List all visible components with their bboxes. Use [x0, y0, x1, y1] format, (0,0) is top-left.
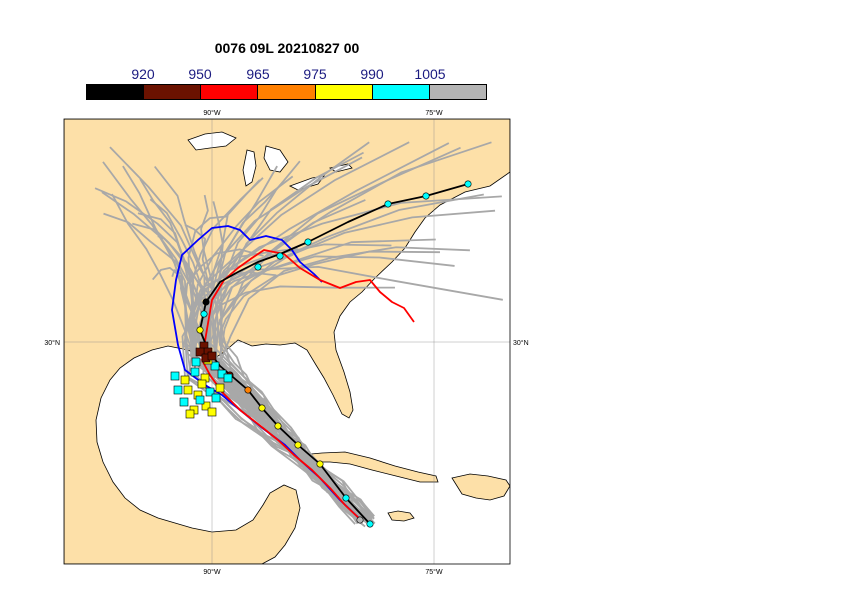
map-frame	[63, 118, 511, 565]
track-point	[294, 441, 302, 449]
ensemble-position-marker	[180, 375, 190, 385]
colorbar-label-990: 990	[360, 66, 384, 82]
land-cuba	[298, 451, 439, 483]
track-point	[366, 520, 374, 528]
land-hispaniola	[451, 473, 510, 501]
colorbar-segment	[428, 85, 486, 99]
track-start-point	[356, 516, 364, 524]
pressure-colorbar	[86, 84, 487, 100]
ensemble-position-marker	[215, 383, 225, 393]
lat-label-left-30n: 30°N	[44, 339, 60, 347]
colorbar-label-950: 950	[188, 66, 212, 82]
track-point	[316, 460, 324, 468]
landfall-marker	[195, 347, 205, 357]
chart-title: 0076 09L 20210827 00	[214, 40, 360, 56]
lon-label-top-75w: 75°W	[425, 109, 443, 117]
ensemble-position-marker	[173, 385, 183, 395]
colorbar-segment	[200, 85, 258, 99]
lake-michigan	[242, 149, 257, 187]
ensemble-track	[214, 146, 461, 525]
ensemble-position-marker	[211, 393, 221, 403]
lon-label-bottom-75w: 75°W	[425, 568, 443, 576]
colorbar-segment	[257, 85, 315, 99]
ensemble-position-marker	[205, 387, 215, 397]
lake-huron	[263, 145, 289, 173]
track-point	[274, 422, 282, 430]
colorbar-segment	[371, 85, 429, 99]
colorbar-segment	[314, 85, 372, 99]
track-point	[200, 310, 208, 318]
colorbar-label-920: 920	[131, 66, 155, 82]
lon-label-bottom-90w: 90°W	[203, 568, 221, 576]
ensemble-position-marker	[201, 401, 211, 411]
ensemble-position-marker	[183, 385, 193, 395]
landfall-marker	[207, 351, 217, 361]
track-point	[244, 386, 252, 394]
ensemble-position-marker	[185, 409, 195, 419]
lat-label-right-30n: 30°N	[513, 339, 529, 347]
track-point	[196, 326, 204, 334]
ensemble-position-marker	[195, 395, 205, 405]
ensemble-track	[109, 146, 363, 516]
track-point	[304, 238, 312, 246]
track-point	[464, 180, 472, 188]
ensemble-position-marker	[210, 361, 220, 371]
ensemble-position-marker	[170, 371, 180, 381]
track-point	[422, 192, 430, 200]
lon-label-top-90w: 90°W	[203, 109, 221, 117]
track-point	[254, 263, 262, 271]
track-point	[202, 298, 210, 306]
ensemble-track	[209, 255, 455, 517]
ensemble-position-marker	[223, 373, 233, 383]
ensemble-position-marker	[197, 379, 207, 389]
blue-track	[171, 225, 363, 522]
land-jamaica	[387, 510, 415, 522]
colorbar-label-1005: 1005	[414, 66, 446, 82]
track-point	[384, 200, 392, 208]
ensemble-position-marker	[207, 407, 217, 417]
track-point	[342, 494, 350, 502]
track-point	[276, 252, 284, 260]
ensemble-position-marker	[190, 367, 200, 377]
ensemble-position-marker	[191, 357, 201, 367]
colorbar-segment	[143, 85, 201, 99]
colorbar-label-975: 975	[303, 66, 327, 82]
ensemble-position-marker	[179, 397, 189, 407]
colorbar-segment	[87, 85, 144, 99]
colorbar-label-965: 965	[246, 66, 270, 82]
track-point	[258, 404, 266, 412]
